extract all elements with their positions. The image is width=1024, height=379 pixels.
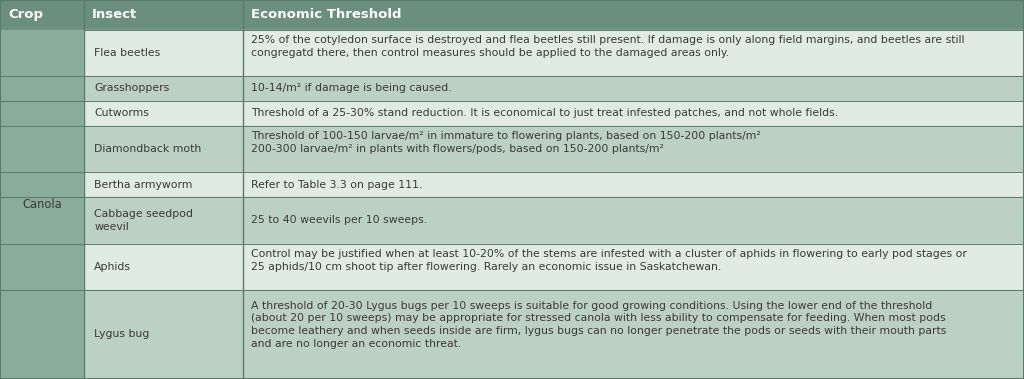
Text: Crop: Crop	[8, 8, 43, 21]
Bar	[243, 101, 1024, 126]
Text: Cabbage seedpod
weevil: Cabbage seedpod weevil	[94, 209, 194, 232]
Bar	[0, 0, 1024, 30]
Text: Refer to Table 3.3 on page 111.: Refer to Table 3.3 on page 111.	[251, 180, 422, 190]
Bar	[243, 76, 1024, 101]
Bar	[243, 243, 1024, 290]
Bar	[0, 30, 84, 379]
Bar	[243, 197, 1024, 243]
Bar	[84, 101, 243, 126]
Text: Aphids: Aphids	[94, 262, 131, 272]
Text: 10-14/m² if damage is being caused.: 10-14/m² if damage is being caused.	[251, 83, 452, 93]
Bar	[243, 30, 1024, 76]
Text: Cutworms: Cutworms	[94, 108, 150, 118]
Text: Insect: Insect	[92, 8, 137, 21]
Bar	[84, 172, 243, 197]
Text: Diamondback moth: Diamondback moth	[94, 144, 202, 154]
Bar	[84, 76, 243, 101]
Bar	[243, 290, 1024, 379]
Text: Lygus bug: Lygus bug	[94, 329, 150, 340]
Text: Bertha armyworm: Bertha armyworm	[94, 180, 193, 190]
Text: 25 to 40 weevils per 10 sweeps.: 25 to 40 weevils per 10 sweeps.	[251, 215, 427, 226]
Text: Grasshoppers: Grasshoppers	[94, 83, 169, 93]
Text: 25% of the cotyledon surface is destroyed and flea beetles still present. If dam: 25% of the cotyledon surface is destroye…	[251, 35, 965, 58]
Bar	[84, 30, 243, 76]
Text: Threshold of 100-150 larvae/m² in immature to flowering plants, based on 150-200: Threshold of 100-150 larvae/m² in immatu…	[251, 132, 761, 154]
Bar	[243, 126, 1024, 172]
Bar	[243, 172, 1024, 197]
Bar	[84, 243, 243, 290]
Text: Canola: Canola	[23, 198, 61, 211]
Bar	[84, 290, 243, 379]
Text: Control may be justified when at least 10-20% of the stems are infested with a c: Control may be justified when at least 1…	[251, 249, 967, 272]
Bar	[84, 126, 243, 172]
Text: Economic Threshold: Economic Threshold	[251, 8, 401, 21]
Bar	[84, 197, 243, 243]
Text: Flea beetles: Flea beetles	[94, 48, 161, 58]
Text: Threshold of a 25-30% stand reduction. It is economical to just treat infested p: Threshold of a 25-30% stand reduction. I…	[251, 108, 838, 118]
Text: A threshold of 20-30 Lygus bugs per 10 sweeps is suitable for good growing condi: A threshold of 20-30 Lygus bugs per 10 s…	[251, 301, 946, 349]
